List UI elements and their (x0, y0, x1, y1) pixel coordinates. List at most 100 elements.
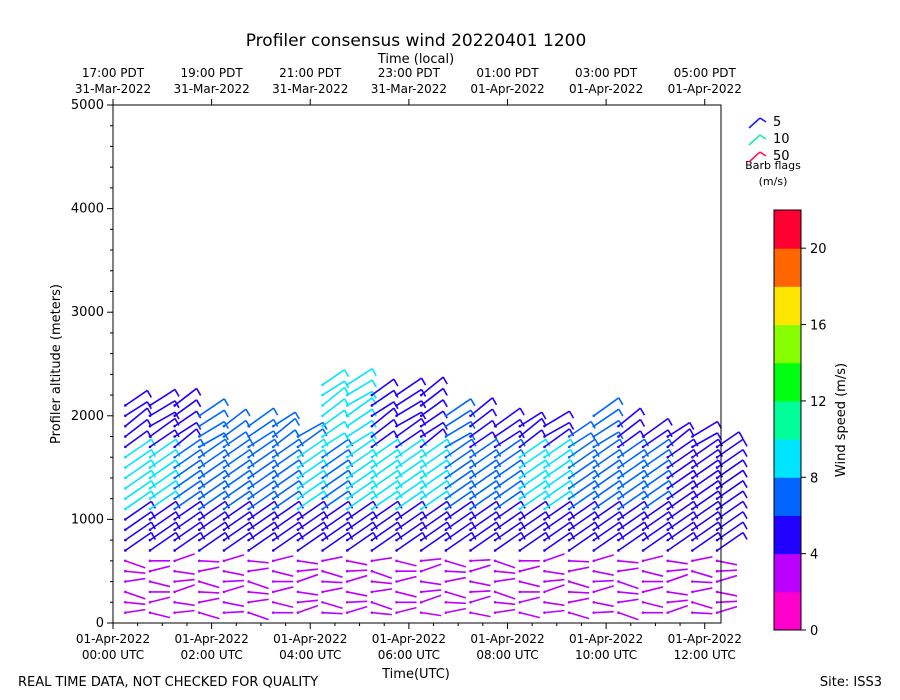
wind-barb-shaft (174, 399, 198, 417)
wind-barb-flag (643, 459, 650, 468)
wind-barb-flag (420, 429, 427, 438)
wind-barb-shaft (223, 448, 251, 469)
wind-barb-flag (199, 469, 206, 478)
wind-barb-flag (717, 532, 724, 540)
wind-barb-station (617, 590, 620, 594)
wind-barb-flag (323, 449, 329, 457)
wind-barb-flag (545, 511, 551, 520)
wind-barb-shaft (445, 560, 467, 568)
wind-barb-shaft (124, 490, 152, 510)
wind-barb (173, 569, 195, 575)
wind-barb-shaft (248, 490, 276, 510)
wind-barb (321, 500, 354, 521)
wind-barb-flag (397, 521, 403, 530)
wind-barb-station (395, 393, 398, 397)
wind-barb-shaft (223, 459, 251, 479)
barb-flags-legend-item: 10 (748, 132, 790, 147)
wind-barb-station (715, 538, 719, 542)
wind-barb-station (395, 445, 398, 449)
wind-barb (518, 590, 540, 594)
wind-barb-shaft (470, 580, 491, 587)
wind-barb-station (518, 487, 522, 490)
wind-barb-station (518, 559, 522, 563)
wind-barb-station (493, 476, 497, 480)
wind-barb-station (370, 580, 374, 583)
wind-barb-flag (471, 469, 477, 478)
wind-barb-shaft (519, 459, 547, 479)
wind-barb-station (567, 538, 571, 542)
wind-barb-shaft (371, 480, 399, 500)
wind-barb-shaft (470, 431, 493, 448)
wind-barb (197, 500, 230, 521)
wind-barb-flag (742, 511, 748, 520)
wind-barb-shaft (445, 576, 467, 583)
wind-barb (271, 448, 304, 469)
wind-barb (345, 511, 378, 532)
wind-barb-station (666, 476, 670, 480)
wind-barb-station (641, 580, 645, 583)
wind-barb-station (691, 580, 694, 583)
wind-barb-flag (442, 388, 448, 396)
wind-barb-flag (273, 532, 280, 540)
wind-barb-flag (421, 532, 428, 540)
wind-barb-station (321, 414, 324, 418)
wind-barb-station (691, 445, 694, 449)
wind-barb-station (592, 518, 596, 521)
wind-barb-flag (569, 459, 576, 468)
wind-barb (395, 411, 427, 428)
wind-barb-flag (545, 449, 551, 457)
wind-barb-shaft (174, 438, 202, 458)
wind-barb (641, 438, 674, 459)
top-tick-label-time: 19:00 PDT (181, 66, 244, 80)
wind-barb-station (197, 600, 201, 604)
wind-barb-station (493, 435, 497, 438)
wind-barb (271, 531, 304, 552)
wind-barb-station (173, 590, 176, 594)
wind-barb (197, 448, 230, 469)
wind-barb-shaft (322, 611, 343, 615)
wind-barb-station (321, 424, 324, 428)
wind-barb-flag (199, 459, 206, 468)
wind-barb-station (197, 435, 201, 438)
footer-quality-note: REAL TIME DATA, NOT CHECKED FOR QUALITY (18, 675, 318, 690)
wind-barb (124, 407, 153, 428)
wind-barb-shaft (322, 380, 345, 396)
wind-barb-flag (594, 469, 600, 478)
wind-barb (271, 438, 304, 459)
wind-barb-shaft (691, 511, 719, 531)
wind-barb-station (518, 455, 522, 459)
wind-barb (592, 610, 614, 614)
wind-barb-flag (717, 521, 724, 530)
wind-barb-station (444, 445, 448, 449)
wind-barb (444, 511, 477, 532)
wind-barb-shaft (716, 560, 738, 566)
wind-barb-station (469, 600, 472, 604)
wind-barb-shaft (568, 480, 596, 500)
wind-barb (271, 555, 294, 563)
wind-barb-shaft (272, 521, 300, 541)
wind-barb-flag (643, 469, 650, 478)
wind-barb-shaft (617, 490, 645, 510)
wind-barb (493, 590, 516, 600)
wind-barb (419, 459, 452, 480)
wind-barb-flag (323, 480, 329, 489)
wind-barb-shaft (346, 431, 373, 448)
wind-barb-station (666, 569, 670, 573)
wind-barb-station (641, 600, 645, 604)
barb-flags-title: Barb flags (745, 159, 801, 172)
wind-barb-shaft (642, 490, 670, 510)
wind-barb-shaft (617, 418, 641, 438)
wind-barb-shaft (667, 421, 691, 438)
wind-barb-shaft (248, 591, 269, 595)
wind-barb-station (148, 611, 152, 614)
wind-barb-shaft (371, 469, 399, 489)
wind-barb-shaft (371, 430, 395, 448)
wind-barb-flag (668, 438, 674, 447)
wind-barb-shaft (346, 379, 373, 396)
wind-barb (567, 531, 600, 552)
wind-barb-station (148, 600, 152, 604)
wind-barb-station (124, 528, 127, 532)
wind-barb-station (124, 455, 127, 459)
wind-barb-station (715, 466, 719, 469)
wind-barb-flag (249, 459, 255, 468)
